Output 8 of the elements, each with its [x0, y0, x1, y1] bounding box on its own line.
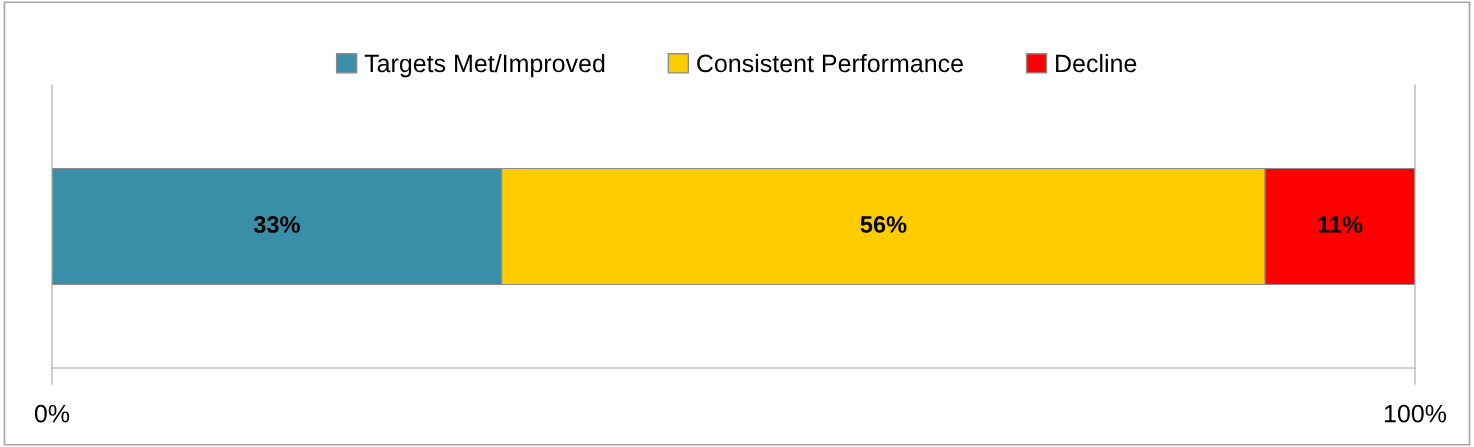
data-label: 56%: [860, 216, 907, 233]
x-tick-label: 100%: [1384, 404, 1447, 423]
data-label: 33%: [253, 216, 300, 233]
legend-label: Decline: [1056, 53, 1137, 73]
data-label: 11%: [1318, 216, 1363, 233]
legend-label: Consistent Performance: [697, 53, 963, 73]
legend-label: Targets Met/Improved: [364, 53, 605, 78]
x-tick-label: 0%: [34, 404, 70, 423]
